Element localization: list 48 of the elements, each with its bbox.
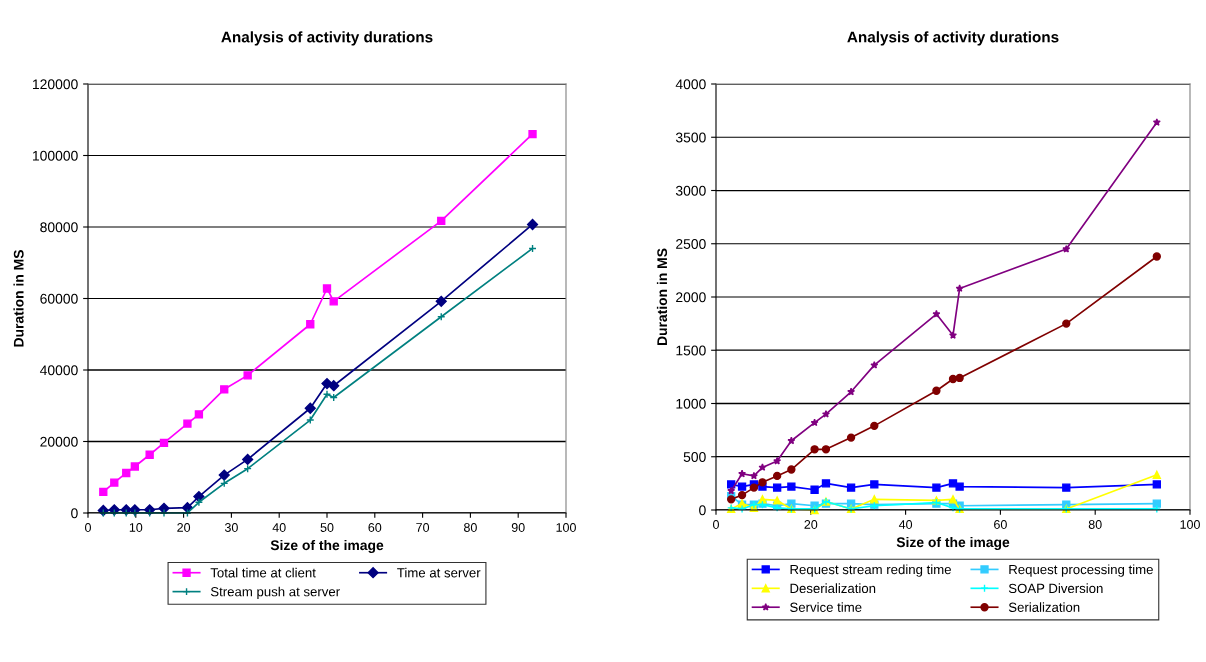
- x-tick-label: 80: [463, 523, 477, 532]
- legend-label: Service time: [790, 602, 862, 612]
- x-tick-label: 60: [368, 523, 382, 532]
- y-tick-label: 1500: [676, 345, 706, 356]
- legend-label: SOAP Diversion: [1008, 583, 1103, 594]
- y-axis-title: Duration in MS: [656, 248, 668, 346]
- legend-label: Time at server: [397, 567, 481, 578]
- y-tick-label: 0: [699, 505, 706, 516]
- legend-label: Deserialization: [790, 583, 876, 594]
- x-tick-label: 0: [713, 520, 719, 529]
- x-tick-label: 100: [1180, 520, 1200, 529]
- chart-title: Analysis of activity durations: [221, 31, 433, 46]
- x-tick-label: 80: [1088, 520, 1102, 529]
- y-tick-label: 100000: [33, 150, 78, 161]
- y-tick-label: 3000: [675, 185, 706, 196]
- x-tick-label: 40: [272, 523, 286, 532]
- x-tick-label: 20: [804, 520, 818, 529]
- y-tick-label: 3500: [675, 132, 706, 143]
- y-tick-label: 2000: [676, 292, 706, 303]
- x-tick-label: 0: [85, 523, 91, 532]
- legend-label: Stream push at server: [210, 586, 340, 599]
- y-tick-label: 1000: [676, 398, 706, 409]
- x-axis-title: Size of the image: [896, 536, 1010, 550]
- x-tick-label: 70: [416, 523, 430, 532]
- y-axis-title: Duration in MS: [13, 250, 24, 347]
- y-tick-label: 60000: [40, 293, 78, 304]
- x-tick-label: 60: [994, 520, 1007, 529]
- y-tick-label: 120000: [33, 79, 78, 90]
- y-tick-label: 40000: [39, 365, 78, 376]
- y-tick-label: 4000: [675, 79, 706, 90]
- legend-label: Request processing time: [1009, 564, 1153, 577]
- legend-label: Request stream reding time: [790, 564, 951, 577]
- x-tick-label: 50: [320, 523, 334, 532]
- x-tick-label: 10: [129, 523, 143, 532]
- x-tick-label: 100: [556, 523, 576, 532]
- x-tick-label: 40: [898, 520, 913, 529]
- y-tick-label: 2500: [676, 239, 706, 249]
- x-tick-label: 20: [177, 523, 191, 532]
- legend-label: Serialization: [1008, 602, 1080, 612]
- y-tick-label: 20000: [40, 436, 78, 447]
- y-tick-label: 0: [71, 508, 78, 519]
- x-tick-label: 90: [511, 523, 525, 532]
- x-axis-title: Size of the image: [270, 539, 384, 553]
- x-tick-label: 30: [224, 523, 238, 532]
- y-tick-label: 500: [683, 452, 706, 462]
- legend-label: Total time at client: [210, 567, 316, 578]
- y-tick-label: 80000: [40, 222, 78, 233]
- chart-title: Analysis of activity durations: [847, 31, 1059, 46]
